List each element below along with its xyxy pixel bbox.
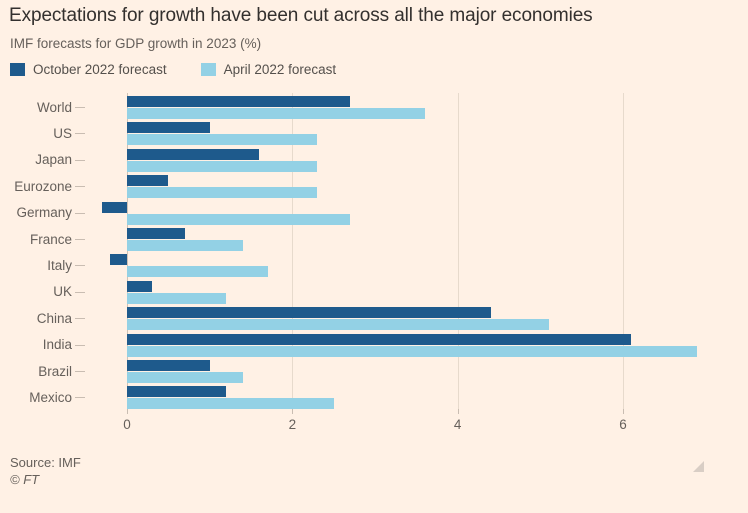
legend-swatch-april-icon (200, 63, 216, 76)
category-tick-us (75, 133, 85, 135)
legend-label-april: April 2022 forecast (223, 62, 337, 77)
category-label-italy: Italy (47, 257, 72, 273)
category-label-world: World (36, 99, 72, 115)
bar-october-germany (102, 201, 127, 213)
category-tick-brazil (75, 371, 85, 372)
bar-april-eurozone (127, 187, 318, 199)
category-label-germany: Germany (16, 205, 72, 221)
bar-april-china (127, 319, 549, 331)
category-tick-france (75, 239, 85, 240)
ft-copyright: © FT (10, 472, 40, 487)
bar-october-japan (127, 148, 260, 160)
bar-october-brazil (127, 360, 210, 371)
x-axis-label-2: 2 (288, 416, 297, 432)
category-label-eurozone: Eurozone (14, 178, 72, 194)
gridline-4 (457, 93, 459, 409)
source-block: Source: IMF © FT (10, 454, 81, 488)
x-axis-tick-4 (457, 408, 459, 414)
bar-chart-plot-area: World US Japan Eurozone Germany France Italy UK… (0, 93, 748, 441)
legend-item-october: October 2022 forecast (10, 62, 167, 77)
bar-april-us (127, 134, 318, 146)
category-label-brazil: Brazil (38, 363, 72, 379)
bar-april-india (127, 345, 698, 357)
category-label-mexico: Mexico (29, 389, 72, 405)
legend-label-october: October 2022 forecast (33, 62, 167, 77)
x-axis-tick-0 (127, 408, 128, 414)
category-label-us: US (53, 125, 72, 141)
bar-october-uk (127, 280, 152, 292)
bar-april-uk (127, 292, 227, 304)
bar-april-germany (127, 213, 351, 225)
bar-october-france (127, 228, 185, 239)
category-tick-world (75, 107, 85, 108)
legend: October 2022 forecast April 2022 forecas… (10, 62, 336, 77)
legend-swatch-october-icon (10, 63, 25, 76)
bar-october-eurozone (127, 175, 169, 187)
category-label-uk: UK (53, 284, 72, 300)
category-label-japan: Japan (35, 152, 72, 168)
bar-october-mexico (127, 386, 227, 398)
category-tick-eurozone (75, 186, 85, 188)
bar-april-brazil (127, 372, 243, 383)
chart-title: Expectations for growth have been cut ac… (9, 5, 593, 26)
category-tick-italy (75, 265, 85, 267)
bar-april-japan (127, 160, 318, 172)
category-tick-india (75, 344, 85, 346)
legend-item-april: April 2022 forecast (200, 62, 337, 77)
bar-april-france (127, 240, 243, 251)
bar-october-china (127, 307, 491, 319)
category-tick-uk (75, 291, 85, 293)
bar-october-world (127, 96, 351, 107)
bar-april-world (127, 108, 425, 119)
x-axis-label-6: 6 (619, 416, 627, 432)
bar-october-italy (110, 254, 127, 266)
x-axis-label-4: 4 (453, 416, 462, 432)
bar-october-india (127, 333, 632, 345)
bar-october-us (127, 122, 210, 134)
category-tick-japan (75, 159, 85, 161)
category-label-france: France (29, 231, 72, 247)
gridline-6 (623, 93, 625, 409)
x-axis-tick-6 (623, 408, 625, 414)
category-tick-germany (75, 212, 85, 214)
chart-subtitle: IMF forecasts for GDP growth in 2023 (%) (10, 36, 262, 51)
bar-april-mexico (127, 398, 334, 410)
category-tick-china (75, 318, 85, 320)
bar-april-italy (127, 266, 268, 278)
category-tick-mexico (75, 397, 85, 399)
x-axis-label-0: 0 (123, 416, 131, 432)
resize-grip-icon (693, 461, 704, 472)
gridline-2 (292, 93, 294, 409)
x-axis-tick-2 (292, 408, 294, 414)
category-label-india: India (42, 337, 72, 353)
category-label-china: China (36, 310, 72, 326)
source-text: Source: IMF (10, 455, 81, 470)
